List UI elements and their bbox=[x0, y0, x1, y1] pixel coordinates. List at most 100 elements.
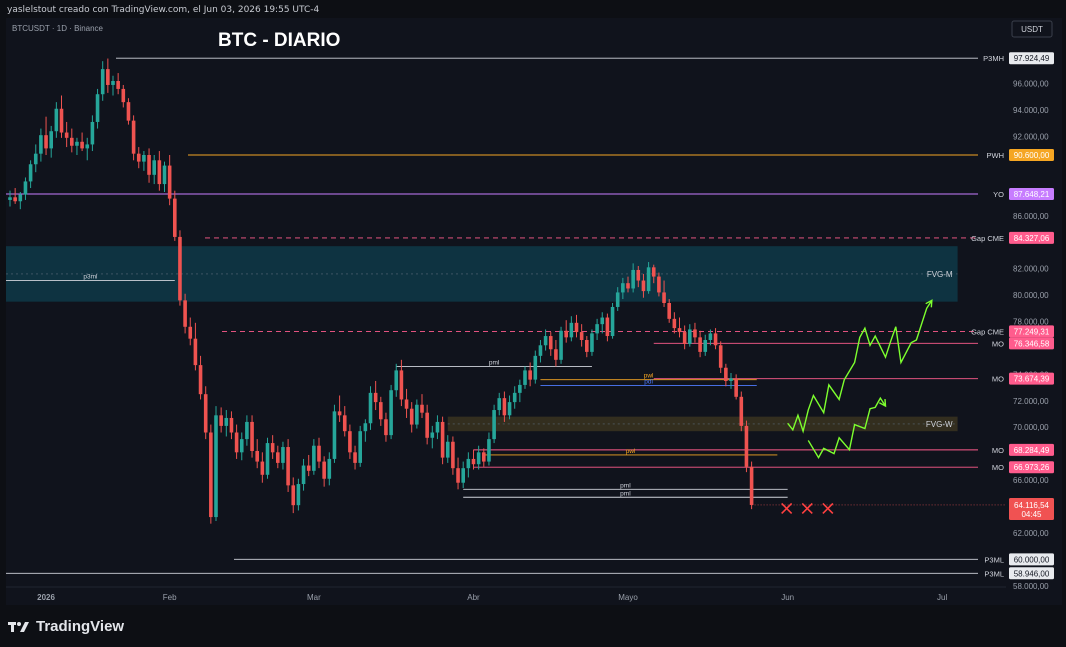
level-label-3: Gap CME bbox=[971, 234, 1004, 243]
candle-body-50 bbox=[265, 443, 270, 475]
tradingview-logo-icon bbox=[8, 621, 29, 632]
candle-body-109 bbox=[569, 322, 574, 338]
candle-body-98 bbox=[512, 392, 517, 403]
candle-body-87 bbox=[456, 468, 460, 483]
candle-body-116 bbox=[605, 317, 610, 337]
candle-body-28 bbox=[152, 160, 156, 175]
zone-label-1: FVG-W bbox=[926, 420, 953, 429]
price-labels-layer: 97.924,49 90.600,00 87.648,21 84.327,06 77.2… bbox=[751, 52, 1054, 580]
candle-body-84 bbox=[440, 421, 445, 458]
price-box-text-5: 76.346,58 bbox=[1014, 339, 1050, 348]
candle-body-71 bbox=[373, 392, 378, 403]
candle-body-88 bbox=[461, 468, 465, 483]
candle-body-58 bbox=[306, 465, 311, 471]
chart-title: BTC - DIARIO bbox=[218, 30, 340, 51]
candle-body-33 bbox=[178, 236, 182, 301]
candle-body-51 bbox=[270, 443, 275, 453]
candle-body-119 bbox=[621, 283, 625, 293]
candle-body-37 bbox=[198, 365, 203, 395]
candle-body-15 bbox=[85, 144, 90, 149]
price-box-7 bbox=[1009, 443, 1054, 456]
candle-body-6 bbox=[39, 135, 43, 154]
candle-body-43 bbox=[229, 417, 234, 433]
level-label-8: MO bbox=[992, 463, 1004, 472]
level-label-1: PWH bbox=[987, 151, 1005, 160]
candle-body-128 bbox=[667, 303, 671, 319]
candle-body-89 bbox=[466, 458, 471, 469]
segment-label-5: pml bbox=[620, 482, 631, 489]
candle-body-10 bbox=[59, 108, 64, 133]
price-box-text-3: 84.327,06 bbox=[1014, 234, 1050, 243]
tradingview-brand[interactable]: TradingView bbox=[8, 618, 124, 635]
price-box-1 bbox=[1009, 149, 1054, 161]
candle-body-137 bbox=[713, 333, 718, 346]
candle-body-90 bbox=[471, 458, 476, 465]
y-tick-3: 86.000,00 bbox=[1013, 212, 1049, 221]
segment-label-3: pdl bbox=[644, 379, 653, 386]
x-tick-2: Mar bbox=[307, 593, 321, 602]
x-tick-4: Mayo bbox=[618, 593, 638, 602]
projection-path-0 bbox=[787, 299, 933, 434]
currency-button[interactable] bbox=[1011, 20, 1053, 38]
candle-body-11 bbox=[64, 132, 69, 138]
candle-body-70 bbox=[368, 392, 373, 424]
price-box-text-7: 68.284,49 bbox=[1014, 446, 1050, 455]
candle-body-134 bbox=[698, 337, 702, 352]
candle-body-104 bbox=[543, 336, 548, 346]
candle-body-124 bbox=[646, 267, 651, 292]
candle-body-47 bbox=[250, 421, 254, 451]
price-box-text-9: 60.000,00 bbox=[1014, 555, 1050, 564]
y-tick-2: 92.000,00 bbox=[1013, 133, 1049, 142]
candle-body-17 bbox=[95, 94, 100, 122]
candle-body-114 bbox=[595, 324, 599, 334]
x-tick-6: Jul bbox=[937, 593, 947, 602]
candle-body-131 bbox=[682, 332, 687, 344]
candle-body-133 bbox=[693, 329, 697, 338]
candle-body-135 bbox=[703, 340, 708, 352]
candle-body-81 bbox=[425, 412, 429, 438]
price-chart[interactable]: FVG-M FVG-W P3MH PWH YO Gap CME Gap CME MO MO MO… bbox=[0, 0, 1066, 610]
candle-body-96 bbox=[502, 398, 507, 416]
candle-body-21 bbox=[116, 81, 120, 89]
candle-body-99 bbox=[518, 384, 522, 393]
price-box-0 bbox=[1009, 52, 1054, 65]
candle-body-66 bbox=[348, 431, 352, 453]
x-marker-1 bbox=[801, 502, 813, 515]
candle-body-121 bbox=[631, 269, 635, 289]
candle-body-94 bbox=[492, 410, 496, 440]
candle-body-143 bbox=[744, 425, 749, 467]
candle-body-85 bbox=[445, 441, 450, 458]
candle-body-82 bbox=[430, 432, 435, 438]
candle-body-140 bbox=[729, 378, 733, 381]
y-tick-9: 70.000,00 bbox=[1013, 423, 1049, 432]
candle-body-29 bbox=[157, 160, 162, 185]
candle-body-52 bbox=[276, 452, 280, 463]
level-label-10: P3ML bbox=[984, 569, 1004, 578]
candle-body-2 bbox=[18, 194, 23, 202]
candle-body-56 bbox=[296, 484, 301, 506]
candle-body-106 bbox=[554, 349, 558, 360]
candle-body-83 bbox=[435, 421, 440, 433]
candle-body-111 bbox=[579, 332, 584, 340]
candle-body-72 bbox=[379, 402, 383, 420]
candle-body-113 bbox=[590, 333, 594, 352]
candle-body-136 bbox=[708, 333, 713, 340]
price-box-6 bbox=[1009, 372, 1054, 385]
price-box-text-2: 87.648,21 bbox=[1014, 190, 1050, 199]
candle-body-32 bbox=[173, 198, 177, 237]
zone-label-0: FVG-M bbox=[927, 270, 953, 279]
candle-body-139 bbox=[724, 367, 728, 381]
candle-body-78 bbox=[409, 408, 414, 425]
candle-body-101 bbox=[528, 370, 532, 380]
candle-body-49 bbox=[260, 461, 265, 475]
candle-body-31 bbox=[167, 165, 172, 199]
y-tick-12: 58.000,00 bbox=[1013, 582, 1049, 591]
candle-body-0 bbox=[8, 197, 12, 200]
price-box-9 bbox=[1009, 553, 1054, 566]
candle-body-73 bbox=[384, 419, 388, 436]
candle-body-25 bbox=[136, 153, 141, 162]
price-box-text-1: 90.600,00 bbox=[1014, 151, 1050, 160]
candle-body-27 bbox=[147, 155, 151, 175]
price-box-3 bbox=[1009, 231, 1054, 244]
